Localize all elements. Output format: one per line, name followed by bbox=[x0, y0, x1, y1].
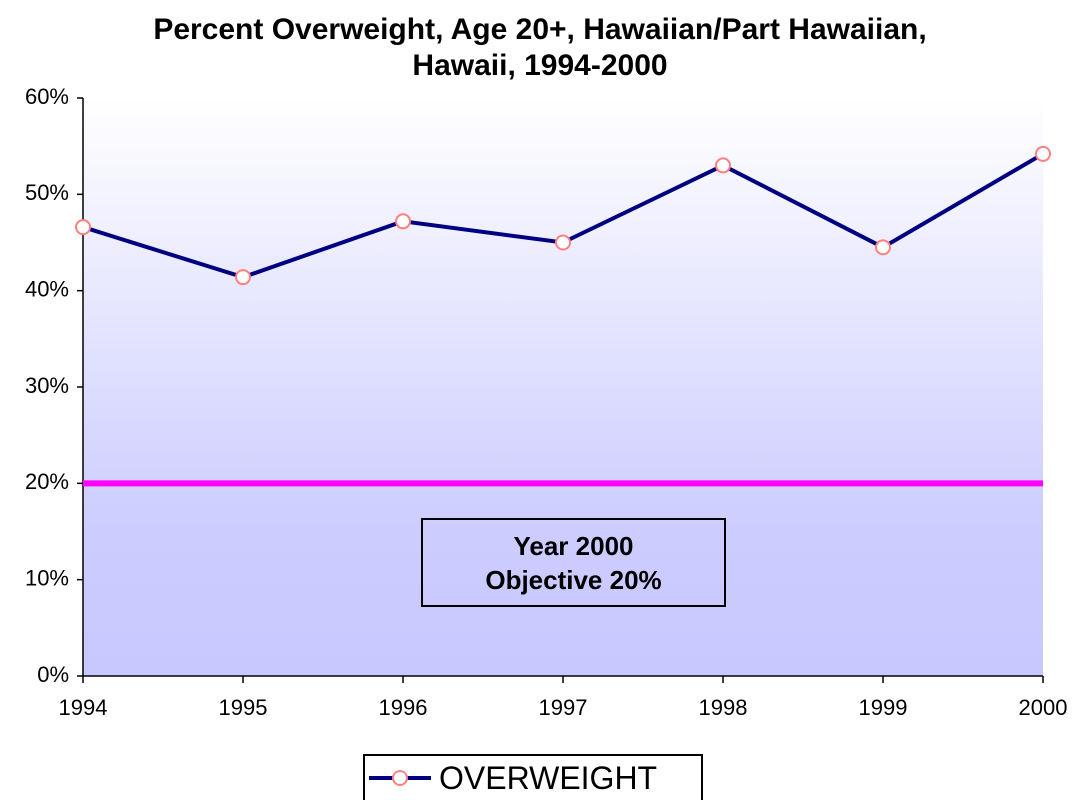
legend-marker bbox=[392, 770, 408, 786]
legend-swatch bbox=[369, 770, 431, 786]
x-tick-label: 1997 bbox=[539, 695, 588, 720]
x-tick-label: 1999 bbox=[859, 695, 908, 720]
x-tick-label: 1994 bbox=[59, 695, 108, 720]
marker bbox=[1035, 145, 1051, 162]
marker bbox=[235, 269, 251, 286]
annotation-box: Year 2000 Objective 20% bbox=[421, 518, 726, 607]
legend: OVERWEIGHT bbox=[363, 754, 703, 800]
y-tick-label: 0% bbox=[37, 662, 69, 687]
x-tick-label: 1998 bbox=[699, 695, 748, 720]
marker bbox=[75, 219, 91, 236]
chart-title: Percent Overweight, Age 20+, Hawaiian/Pa… bbox=[153, 13, 927, 82]
marker bbox=[395, 213, 411, 230]
y-tick-label: 60% bbox=[25, 84, 69, 109]
y-tick-label: 20% bbox=[25, 469, 69, 494]
y-tick-label: 40% bbox=[25, 276, 69, 301]
marker bbox=[715, 157, 731, 174]
marker bbox=[555, 234, 571, 251]
y-tick-label: 30% bbox=[25, 373, 69, 398]
legend-label: OVERWEIGHT bbox=[439, 760, 658, 796]
marker bbox=[875, 239, 891, 256]
y-tick-label: 10% bbox=[25, 565, 69, 590]
plot-area bbox=[83, 98, 1043, 676]
y-tick-label: 50% bbox=[25, 180, 69, 205]
x-tick-label: 1995 bbox=[219, 695, 268, 720]
x-tick-label: 2000 bbox=[1019, 695, 1068, 720]
x-tick-label: 1996 bbox=[379, 695, 428, 720]
annotation: Year 2000 Objective 20% bbox=[485, 530, 662, 595]
